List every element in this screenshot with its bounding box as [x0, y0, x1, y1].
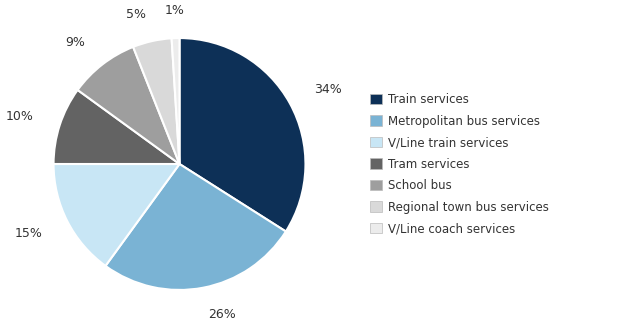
- Text: 10%: 10%: [6, 110, 33, 123]
- Wedge shape: [180, 38, 305, 232]
- Wedge shape: [133, 38, 180, 164]
- Wedge shape: [54, 164, 180, 266]
- Text: 5%: 5%: [126, 8, 146, 21]
- Legend: Train services, Metropolitan bus services, V/Line train services, Tram services,: Train services, Metropolitan bus service…: [370, 93, 548, 235]
- Wedge shape: [171, 38, 180, 164]
- Text: 34%: 34%: [314, 83, 342, 96]
- Text: 9%: 9%: [66, 36, 85, 49]
- Wedge shape: [77, 47, 180, 164]
- Wedge shape: [105, 164, 286, 290]
- Wedge shape: [54, 90, 180, 164]
- Text: 26%: 26%: [209, 308, 236, 321]
- Text: 15%: 15%: [15, 227, 43, 240]
- Text: 1%: 1%: [165, 4, 184, 17]
